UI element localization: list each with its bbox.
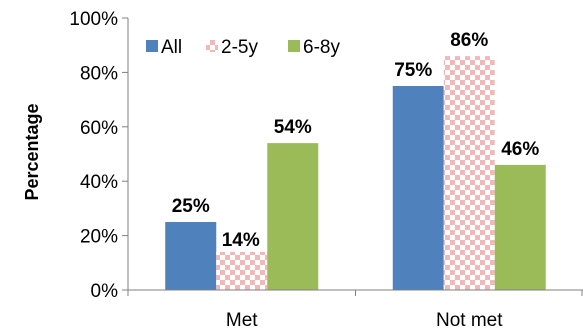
bar-2-5y-met	[216, 251, 268, 290]
y-axis-label: Percentage	[22, 103, 42, 200]
legend-label: All	[161, 37, 182, 58]
y-tick-label: 100%	[69, 9, 118, 30]
data-label: 75%	[394, 60, 432, 81]
bar-all-met	[165, 222, 217, 290]
legend-label: 2-5y	[221, 37, 258, 58]
data-label: 54%	[274, 117, 312, 138]
y-tick-label: 0%	[91, 281, 119, 302]
bar-6-8y-not-met	[494, 164, 546, 290]
bar-all-not-met	[392, 86, 444, 290]
category-label: Not met	[436, 310, 503, 331]
y-tick-label: 20%	[80, 227, 118, 248]
category-labels: Met Not met	[226, 310, 503, 331]
axes	[127, 18, 583, 296]
y-tick-label: 60%	[80, 118, 118, 139]
legend-swatch	[288, 40, 300, 52]
data-label: 25%	[172, 196, 210, 217]
y-axis-ticks: 0% 20% 40% 60% 80% 100%	[69, 9, 128, 302]
legend-swatch	[146, 40, 158, 52]
data-labels: 25% 14% 54% 75% 86% 46%	[172, 30, 540, 251]
data-label: 46%	[501, 139, 539, 160]
y-tick-label: 80%	[80, 63, 118, 84]
bar-6-8y-met	[267, 143, 319, 290]
bars	[165, 56, 546, 290]
legend-label: 6-8y	[303, 37, 340, 58]
bar-2-5y-not-met	[443, 56, 495, 290]
legend-swatch	[206, 40, 218, 52]
category-label: Met	[226, 310, 258, 331]
legend: All 2-5y 6-8y	[146, 37, 340, 58]
y-tick-label: 40%	[80, 172, 118, 193]
data-label: 86%	[450, 30, 488, 51]
data-label: 14%	[222, 230, 260, 251]
